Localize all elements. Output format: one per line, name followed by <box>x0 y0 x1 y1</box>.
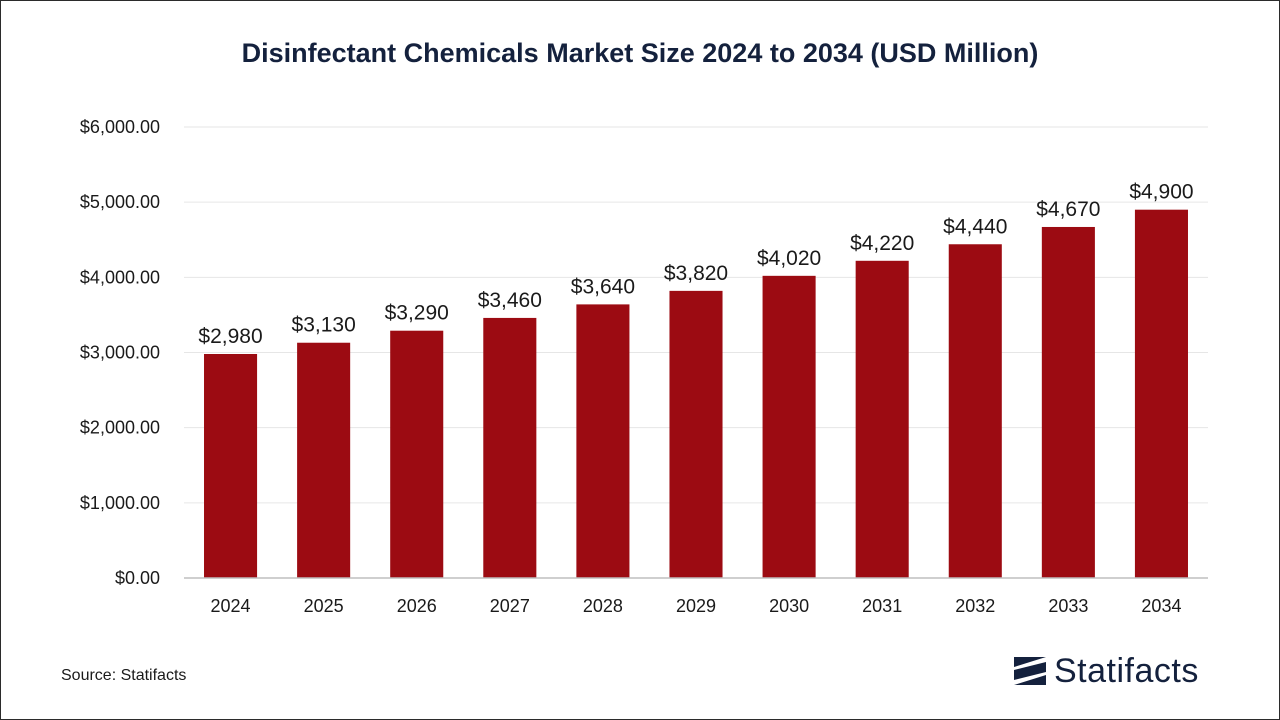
y-tick-label: $3,000.00 <box>80 343 160 363</box>
bar <box>204 354 258 578</box>
x-tick-label: 2030 <box>769 596 809 616</box>
data-label: $4,440 <box>943 215 1007 238</box>
x-tick-label: 2025 <box>304 596 344 616</box>
data-label: $3,130 <box>292 314 356 337</box>
x-tick-label: 2026 <box>397 596 437 616</box>
source-note: Source: Statifacts <box>61 667 187 684</box>
x-tick-label: 2033 <box>1048 596 1088 616</box>
bars <box>204 209 1188 578</box>
data-label: $3,820 <box>664 262 728 285</box>
x-axis-ticks: 2024 2025 2026 2027 2028 2029 2030 2031 2032 2033… <box>211 596 1182 616</box>
data-label: $4,670 <box>1036 198 1100 221</box>
x-tick-label: 2028 <box>583 596 623 616</box>
data-label: $3,640 <box>571 275 635 298</box>
y-tick-label: $2,000.00 <box>80 418 160 438</box>
y-tick-label: $4,000.00 <box>80 267 160 287</box>
bar <box>483 317 537 578</box>
y-axis-ticks: $0.00 $1,000.00 $2,000.00 $3,000.00 $4,000.0… <box>80 117 160 588</box>
y-tick-label: $1,000.00 <box>80 493 160 513</box>
bar <box>1041 226 1095 578</box>
x-tick-label: 2029 <box>676 596 716 616</box>
bar <box>855 260 909 578</box>
chart-title: Disinfectant Chemicals Market Size 2024 … <box>241 38 1039 68</box>
x-tick-label: 2034 <box>1141 596 1181 616</box>
data-label: $4,020 <box>757 247 821 270</box>
statifacts-logo: Statifacts <box>1012 650 1199 692</box>
bar <box>1134 209 1188 578</box>
data-label: $3,460 <box>478 289 542 312</box>
bar <box>297 342 351 578</box>
data-label: $4,900 <box>1129 181 1193 204</box>
bar <box>669 290 723 578</box>
bar <box>576 304 630 578</box>
y-tick-label: $0.00 <box>115 568 160 588</box>
data-label: $2,980 <box>198 325 262 348</box>
y-tick-label: $5,000.00 <box>80 192 160 212</box>
data-label: $3,290 <box>385 302 449 325</box>
statifacts-logo-icon <box>1014 657 1046 685</box>
y-tick-label: $6,000.00 <box>80 117 160 137</box>
bar <box>948 244 1002 578</box>
bar <box>390 330 444 578</box>
data-label: $4,220 <box>850 232 914 255</box>
x-tick-label: 2027 <box>490 596 530 616</box>
bar <box>762 275 816 578</box>
logo-text: Statifacts <box>1054 651 1199 690</box>
data-labels: $2,980 $3,130 $3,290 $3,460 $3,640 $3,820 $4,0… <box>198 181 1193 348</box>
x-tick-label: 2024 <box>211 596 251 616</box>
x-tick-label: 2032 <box>955 596 995 616</box>
x-tick-label: 2031 <box>862 596 902 616</box>
